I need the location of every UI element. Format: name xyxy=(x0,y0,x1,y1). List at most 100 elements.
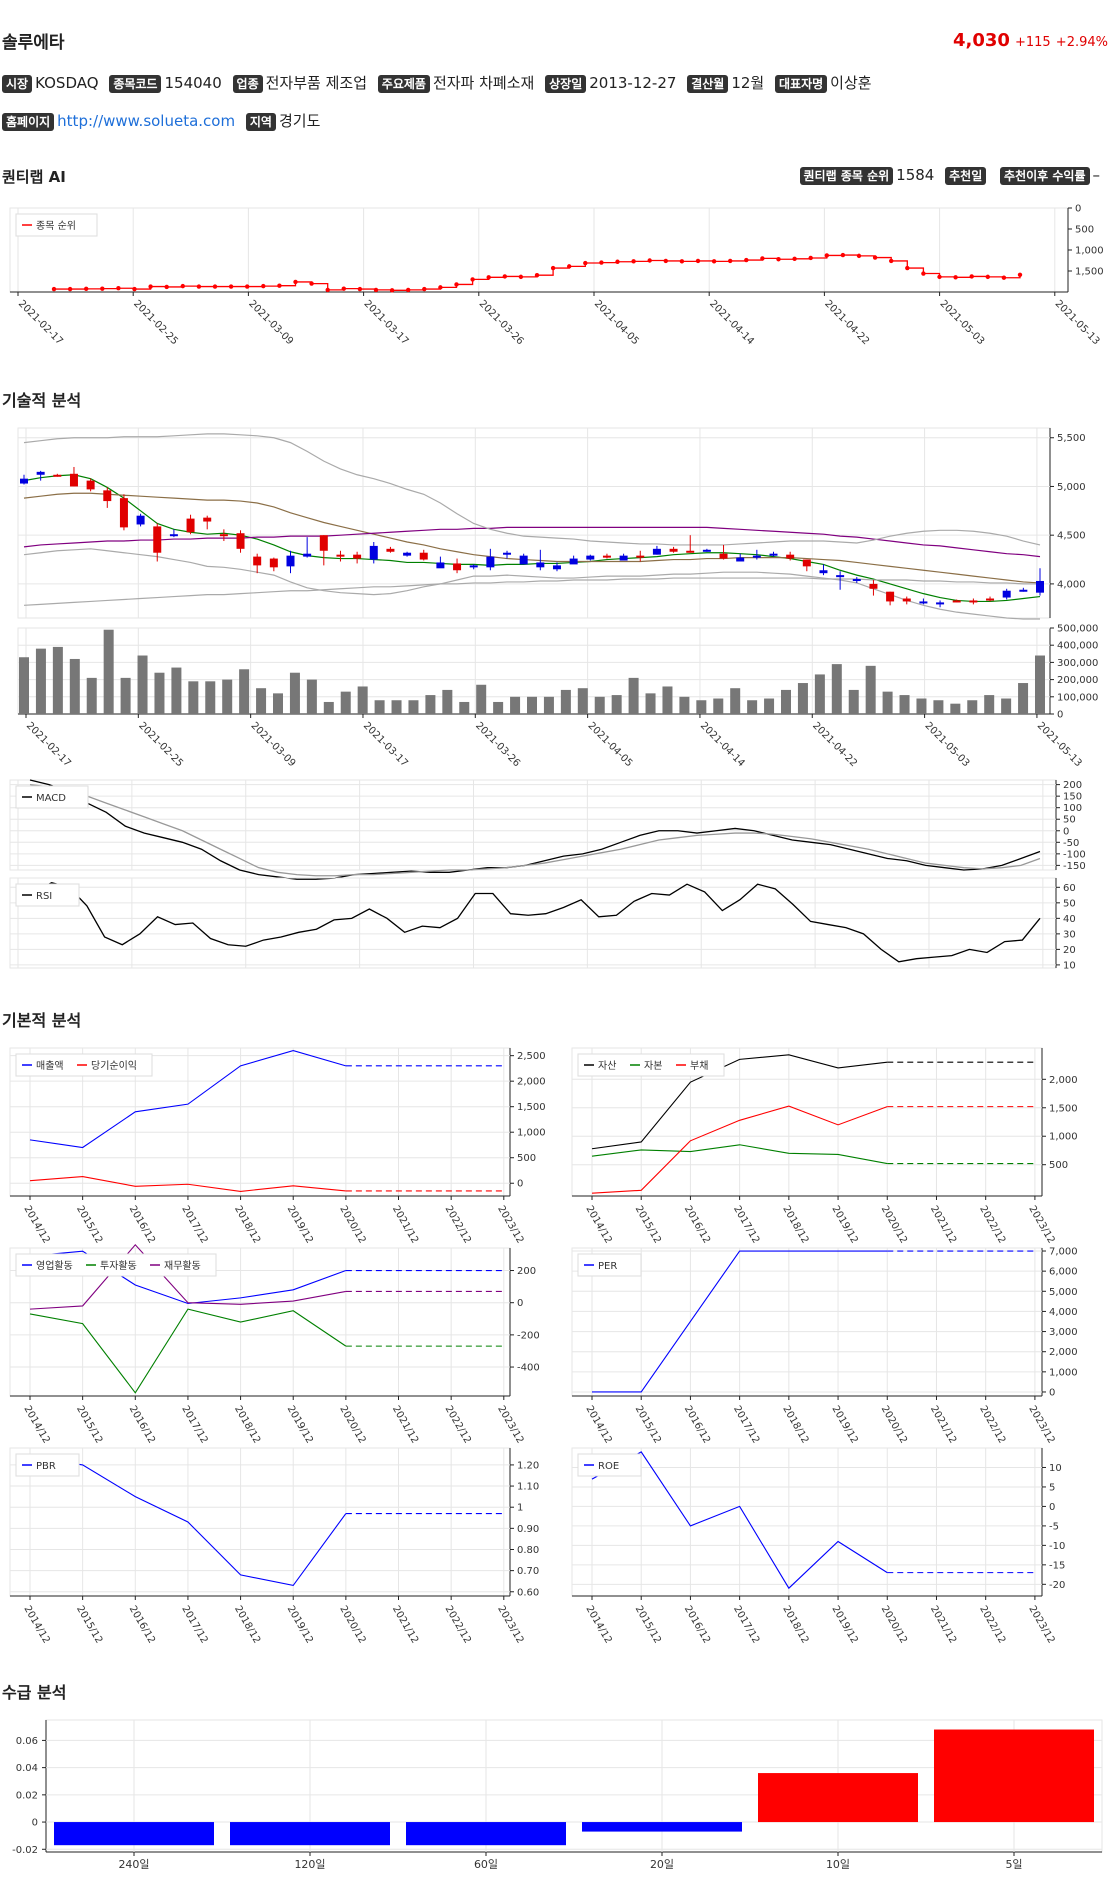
volume-chart-x-tick-label: 2021-04-14 xyxy=(698,720,747,769)
volume-chart-x-tick-label: 2021-03-09 xyxy=(249,720,298,769)
f-sales-x-tick-label: 2017/12 xyxy=(179,1204,209,1245)
f-cashflow-line-영업활동 xyxy=(29,1250,347,1305)
f-per-chart-y-tick-label: 6,000 xyxy=(1049,1267,1078,1278)
price-overlay-ma60 xyxy=(23,526,1041,558)
candle-body xyxy=(269,558,278,568)
f-roe-line-ROE xyxy=(591,1451,888,1590)
f-sales-x-tick-label: 2014/12 xyxy=(21,1204,51,1245)
f-per-x-tick-label: 2014/12 xyxy=(583,1404,613,1445)
candle-body xyxy=(336,554,345,557)
rank-point xyxy=(969,274,974,279)
f-roe-x-tick-label: 2017/12 xyxy=(731,1604,761,1645)
candle-body xyxy=(386,548,395,552)
f-balance-chart-legend xyxy=(577,1053,725,1077)
candle-body xyxy=(136,515,145,525)
f-sales-chart-y-tick-label: 0 xyxy=(517,1179,523,1190)
f-per-x-tick-label: 2019/12 xyxy=(829,1404,859,1445)
candle-body xyxy=(819,570,828,574)
rsi-line xyxy=(33,881,1041,963)
quantilab-title: 퀀티랩 AI xyxy=(2,168,66,186)
f-roe-x-tick-label: 2019/12 xyxy=(829,1604,859,1645)
volume-bar xyxy=(374,700,385,714)
volume-bar xyxy=(527,696,537,714)
candle-body xyxy=(669,548,678,552)
price-overlay-bb-upper xyxy=(23,433,1041,546)
f-per-chart-y-tick-label: 5,000 xyxy=(1049,1287,1078,1298)
volume-bar xyxy=(103,629,114,714)
candle-body xyxy=(1019,589,1028,592)
rank-chart-y-tick-label: 0 xyxy=(1075,204,1081,215)
candle-body xyxy=(20,478,28,484)
f-pbr-x-tick-label: 2016/12 xyxy=(127,1604,157,1645)
rank-point xyxy=(1001,275,1007,280)
rank-chart-x-tick-label: 2021-03-26 xyxy=(477,298,526,347)
rank-point xyxy=(599,260,604,265)
rank-point xyxy=(824,253,829,258)
volume-bar xyxy=(256,688,267,714)
candle-body xyxy=(569,558,578,565)
candle-body xyxy=(586,555,595,560)
homepage-badge: 홈페이지 xyxy=(2,113,55,131)
candle-body xyxy=(752,555,761,558)
price-chart-frame xyxy=(17,427,1051,619)
rank-point xyxy=(502,274,507,279)
rank-point xyxy=(808,255,813,261)
candle-body xyxy=(353,554,362,559)
f-sales-chart-legend-label: 당기순이익 xyxy=(91,1060,137,1072)
rank-chart-y-tick-label: 1,500 xyxy=(1075,267,1104,278)
rank-chart-x-tick-label: 2021-04-14 xyxy=(707,298,756,347)
candle-body xyxy=(169,534,178,537)
ceo-badge: 대표자명 xyxy=(775,75,828,93)
price-chart-y-tick-label: 5,000 xyxy=(1057,482,1086,493)
rank-chart-y-tick-label: 1,000 xyxy=(1075,246,1104,257)
price-change: +115 xyxy=(1014,35,1051,50)
f-roe-x-tick-label: 2014/12 xyxy=(583,1604,613,1645)
candle-body xyxy=(436,562,445,569)
volume-bar xyxy=(848,689,859,714)
rank-point xyxy=(228,284,234,289)
f-roe-x-tick-label: 2021/12 xyxy=(928,1604,958,1645)
volume-chart-y-tick-label: 500,000 xyxy=(1057,624,1098,635)
rank-point xyxy=(518,274,524,280)
f-balance-chart-y-tick-label: 2,000 xyxy=(1049,1075,1078,1086)
f-roe-x-tick-label: 2018/12 xyxy=(780,1604,810,1645)
volume-bar xyxy=(628,677,639,714)
volume-chart-x-tick-label: 2021-05-03 xyxy=(922,720,971,769)
volume-bar xyxy=(882,691,893,714)
rsi-chart-y-tick-label: 30 xyxy=(1063,929,1076,940)
volume-bar xyxy=(323,701,334,714)
f-cashflow-x-tick-label: 2021/12 xyxy=(390,1404,420,1445)
homepage-link[interactable]: http://www.solueta.com xyxy=(57,112,236,130)
candle-body xyxy=(919,601,928,604)
volume-bar xyxy=(747,700,758,714)
candle-body xyxy=(36,471,45,475)
f-cashflow-x-tick-label: 2022/12 xyxy=(443,1404,473,1445)
f-roe-chart-y-tick-label: -10 xyxy=(1049,1541,1065,1552)
rank-chart-x-tick-label: 2021-04-05 xyxy=(592,298,641,347)
f-per-x-tick-label: 2022/12 xyxy=(977,1404,1007,1445)
rank-point xyxy=(728,258,733,264)
volume-bar xyxy=(967,700,978,714)
volume-bar xyxy=(425,695,436,714)
candle-body xyxy=(736,557,745,562)
volume-bar xyxy=(408,700,419,714)
rank-point xyxy=(840,252,846,258)
f-balance-x-tick-label: 2015/12 xyxy=(633,1204,663,1245)
f-balance-x-tick-label: 2023/12 xyxy=(1026,1204,1056,1245)
candle-body xyxy=(552,565,561,570)
volume-bar xyxy=(814,674,825,714)
rank-point xyxy=(293,279,298,285)
volume-bar xyxy=(713,698,724,714)
rank-point xyxy=(792,256,797,262)
rank-point xyxy=(615,259,620,264)
candle-body xyxy=(902,598,911,602)
volume-bar xyxy=(1018,683,1029,714)
volume-bar xyxy=(594,696,605,714)
rank-point xyxy=(51,286,57,292)
volume-bar xyxy=(611,695,622,714)
candle-body xyxy=(786,554,795,559)
candle-body xyxy=(453,563,462,571)
candle-body xyxy=(952,600,961,603)
f-balance-line-부채 xyxy=(591,1105,888,1194)
rank-point xyxy=(905,265,910,271)
